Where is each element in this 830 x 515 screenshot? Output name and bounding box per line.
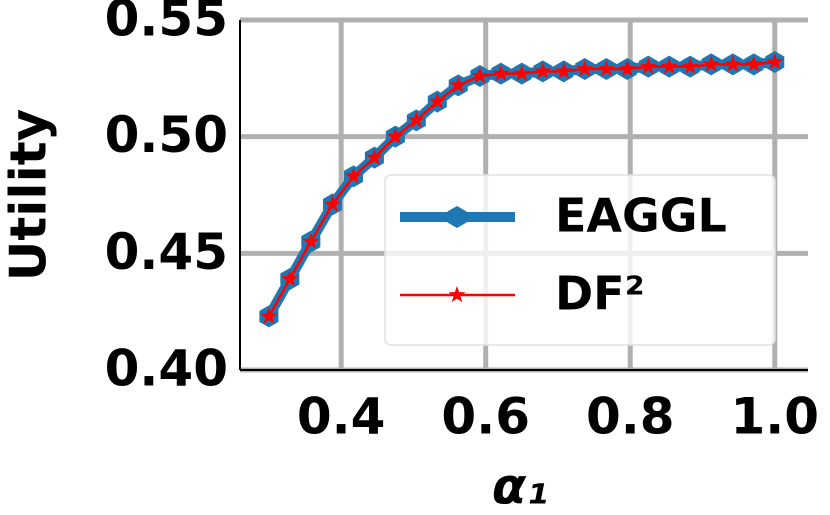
- marker: [492, 64, 510, 81]
- legend-label: DF²: [555, 267, 645, 321]
- marker: [386, 127, 404, 144]
- marker: [323, 195, 342, 212]
- marker: [766, 53, 784, 70]
- marker: [407, 111, 425, 128]
- x-tick-label: 1.0: [730, 388, 819, 446]
- x-tick-label: 0.8: [586, 388, 675, 446]
- y-tick-label: 0.55: [105, 0, 228, 48]
- marker: [302, 232, 320, 249]
- y-tick-label: 0.45: [105, 223, 228, 281]
- marker: [428, 92, 446, 109]
- x-tick-label: 0.4: [297, 388, 386, 446]
- marker: [260, 307, 278, 324]
- y-tick-label: 0.40: [105, 340, 228, 398]
- marker: [281, 270, 299, 287]
- marker: [555, 62, 573, 79]
- marker: [344, 167, 363, 184]
- marker: [471, 67, 489, 84]
- marker: [534, 62, 552, 79]
- marker: [745, 55, 763, 72]
- marker: [449, 76, 467, 93]
- marker: [702, 55, 720, 72]
- marker: [513, 64, 531, 81]
- legend-marker: [448, 286, 466, 303]
- y-tick-label: 0.50: [105, 106, 228, 164]
- marker: [618, 60, 636, 77]
- x-axis-label: α₁: [492, 458, 548, 515]
- marker: [660, 57, 678, 74]
- marker: [639, 57, 657, 74]
- marker: [724, 55, 742, 72]
- legend-label: EAGGL: [555, 189, 727, 243]
- marker: [681, 57, 699, 74]
- y-axis-label: Utility: [0, 109, 58, 281]
- marker: [597, 60, 615, 77]
- marker: [576, 60, 594, 77]
- marker: [365, 148, 383, 165]
- legend-marker: [447, 206, 467, 228]
- x-tick-label: 0.6: [441, 388, 530, 446]
- legend: EAGGL DF²: [384, 174, 776, 346]
